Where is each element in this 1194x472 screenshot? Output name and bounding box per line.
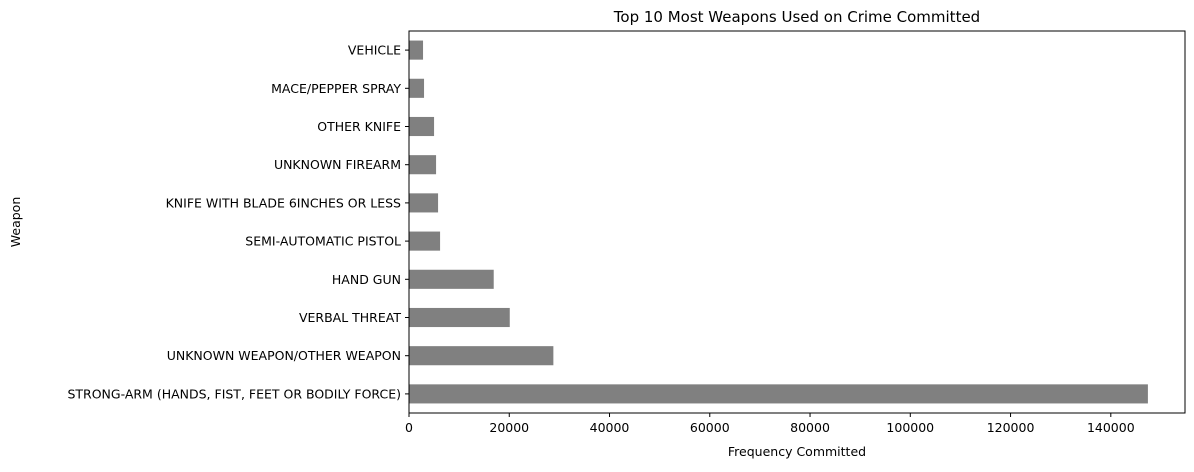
bar-2: [409, 346, 554, 366]
x-tick-label: 80000: [790, 420, 830, 435]
x-tick-label: 60000: [690, 420, 730, 435]
x-tick-label: 140000: [1087, 420, 1135, 435]
y-tick-label: SEMI-AUTOMATIC PISTOL: [245, 234, 401, 249]
y-tick-label: STRONG-ARM (HANDS, FIST, FEET OR BODILY …: [67, 386, 401, 401]
y-tick-label: MACE/PEPPER SPRAY: [271, 81, 401, 96]
y-tick-label: HAND GUN: [332, 272, 401, 287]
y-axis-label: Weapon: [8, 197, 23, 247]
bar-7: [409, 155, 437, 175]
bar-6: [409, 193, 439, 213]
bar-9: [409, 78, 425, 98]
y-tick-label: UNKNOWN WEAPON/OTHER WEAPON: [167, 348, 401, 363]
plot-frame: [408, 30, 1186, 414]
bar-1: [409, 384, 1148, 404]
bar-4: [409, 269, 494, 289]
y-tick-label: VERBAL THREAT: [299, 310, 401, 325]
y-tick-label: VEHICLE: [348, 43, 401, 58]
chart-title: Top 10 Most Weapons Used on Crime Commit…: [613, 8, 980, 26]
bar-10: [409, 40, 424, 60]
x-tick-label: 40000: [590, 420, 630, 435]
bar-5: [409, 231, 441, 251]
x-axis-label: Frequency Committed: [728, 444, 866, 459]
x-tick-label: 20000: [489, 420, 529, 435]
y-tick-label: OTHER KNIFE: [317, 119, 401, 134]
x-tick-label: 120000: [987, 420, 1035, 435]
y-tick-label: UNKNOWN FIREARM: [274, 157, 401, 172]
x-tick-label: 0: [405, 420, 413, 435]
y-tick-label: KNIFE WITH BLADE 6INCHES OR LESS: [166, 195, 401, 210]
bars-group: [409, 40, 1148, 404]
bar-8: [409, 116, 435, 137]
x-tick-label: 100000: [886, 420, 934, 435]
y-axis: STRONG-ARM (HANDS, FIST, FEET OR BODILY …: [67, 43, 409, 401]
x-axis: 0 20000 40000 60000 80000 100000 120000 140000: [405, 413, 1135, 435]
bar-3: [409, 307, 510, 328]
